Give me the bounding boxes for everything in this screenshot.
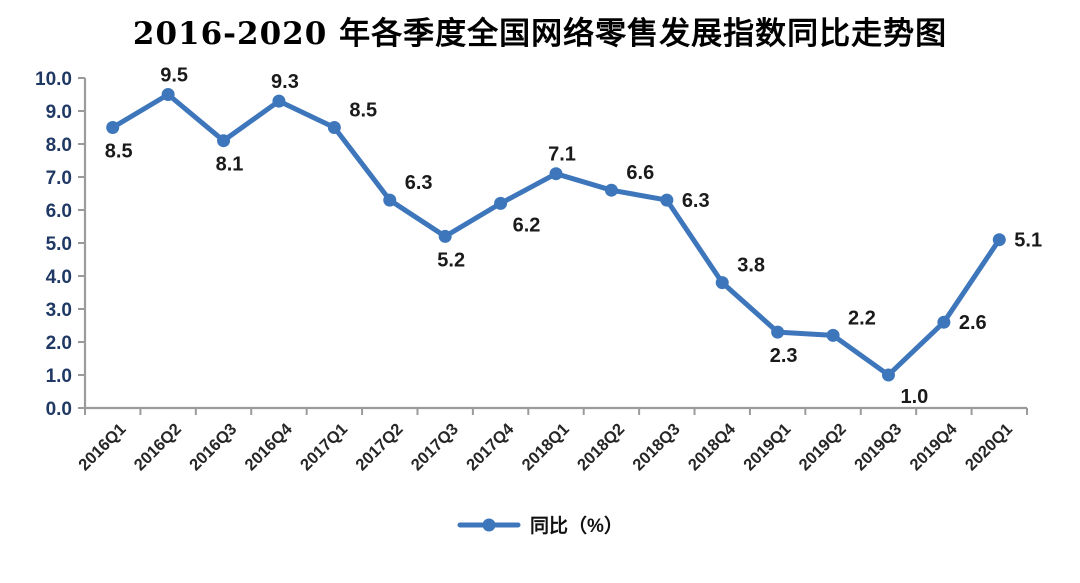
data-label: 6.3 [682,190,710,212]
x-tick-label: 2018Q3 [629,420,683,474]
line-chart: 0.0 1.0 2.0 3.0 4.0 5.0 6.0 7.0 8.0 9.0 10.0 2016Q1… [0,58,1080,505]
x-tick-label: 2016Q2 [131,420,185,474]
data-point [383,193,397,207]
y-tick-label: 6.0 [46,201,72,222]
data-label: 2.2 [848,307,876,329]
y-tick-label: 3.0 [46,300,72,321]
data-label: 2.3 [770,345,798,367]
data-point [161,88,175,101]
x-tick-label: 2017Q2 [352,420,406,474]
x-tick-label: 2018Q4 [685,420,740,475]
data-point [715,276,729,290]
x-tick-label: 2017Q1 [297,420,351,474]
x-tick-label: 2016Q4 [242,420,297,475]
data-label: 8.1 [216,154,244,176]
data-point [660,193,674,207]
x-tick-label: 2019Q2 [796,420,850,474]
x-tick-label: 2016Q1 [75,420,129,474]
data-point [937,315,951,329]
data-point [272,94,286,108]
legend-line-marker-icon [457,518,521,531]
data-point [992,233,1006,247]
data-point [826,328,840,342]
y-tick-label: 1.0 [46,366,72,387]
data-point [604,183,618,197]
data-point [494,196,508,210]
data-point [438,229,452,243]
data-label: 6.3 [405,172,433,194]
y-tick-label: 4.0 [46,267,72,288]
chart-page: 2016-2020 年各季度全国网络零售发展指数同比走势图 0.0 1.0 2.0 3… [0,12,1080,583]
data-label: 8.5 [349,100,377,122]
y-tick-label: 8.0 [46,135,72,156]
y-tick-label: 10.0 [35,69,72,90]
x-tick-label: 2020Q1 [962,420,1016,474]
legend-dot-icon [482,518,496,531]
data-label: 9.3 [271,71,299,93]
data-label: 5.1 [1014,230,1042,252]
y-tick-label: 5.0 [46,234,72,255]
data-label: 7.1 [548,144,576,166]
x-tick-label: 2017Q4 [463,420,518,475]
x-tick-label: 2019Q3 [851,420,905,474]
data-point [327,121,341,134]
data-point [217,134,231,148]
data-point [106,121,120,134]
y-tick-label: 2.0 [46,333,72,354]
chart-title: 2016-2020 年各季度全国网络零售发展指数同比走势图 [132,16,948,52]
data-label: 1.0 [900,386,928,408]
data-point [549,167,563,181]
chart-legend: 同比（%） [0,511,1080,538]
line-chart-svg: 0.0 1.0 2.0 3.0 4.0 5.0 6.0 7.0 8.0 9.0 10.0 2016Q1… [35,65,1042,475]
data-label: 8.5 [105,141,133,163]
data-label: 3.8 [737,255,765,277]
y-tick-label: 0.0 [46,399,72,420]
y-tick-label: 7.0 [46,168,72,189]
x-tick-label: 2018Q1 [519,420,573,474]
data-point [771,325,785,339]
y-tick-label: 9.0 [46,102,72,123]
data-label: 5.2 [437,249,465,271]
x-tick-label: 2016Q3 [186,420,240,474]
x-tick-label: 2019Q1 [740,420,794,474]
data-label: 2.6 [959,312,987,334]
legend-label: 同比（%） [530,516,623,537]
x-tick-label: 2017Q3 [408,420,462,474]
x-tick-label: 2019Q4 [906,420,961,475]
series-line [110,92,1002,378]
x-tick-label: 2018Q2 [574,420,628,474]
data-label: 6.2 [513,214,541,236]
data-label: 9.5 [160,65,188,87]
data-label: 6.6 [626,162,654,184]
data-point [881,368,895,382]
